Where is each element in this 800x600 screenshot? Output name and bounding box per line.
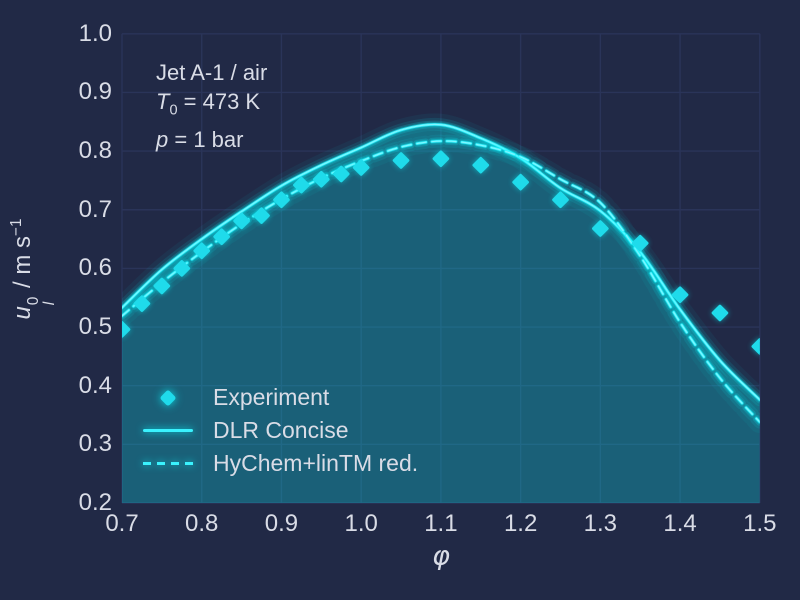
experiment-point <box>122 321 131 338</box>
experiment-point <box>313 170 330 188</box>
series-group <box>122 113 760 503</box>
experiment-point <box>213 228 230 246</box>
experiment-point <box>332 165 350 183</box>
experiment-point <box>352 159 370 176</box>
experiment-point <box>133 295 151 312</box>
dlr-concise-curve-highlight <box>122 123 760 401</box>
experiment-point <box>173 260 191 277</box>
experiment-point <box>552 191 569 209</box>
experiment-point <box>631 234 649 252</box>
experiment-point <box>253 207 270 224</box>
experiment-point <box>751 338 760 355</box>
area-fill-dlr-concise <box>122 124 760 503</box>
experiment-point <box>512 173 529 191</box>
experiment-point <box>392 152 410 169</box>
experiment-point <box>671 286 689 304</box>
experiment-point <box>233 212 250 230</box>
experiment-point <box>273 191 290 209</box>
experiment-point <box>193 242 211 260</box>
experiment-point <box>432 150 450 168</box>
experiment-point <box>592 220 609 237</box>
experiment-point <box>472 156 490 174</box>
experiment-point <box>293 176 310 194</box>
hychem-lintm-red--curve-highlight <box>122 140 760 423</box>
experiment-point <box>153 277 171 295</box>
experiment-point <box>711 304 729 322</box>
